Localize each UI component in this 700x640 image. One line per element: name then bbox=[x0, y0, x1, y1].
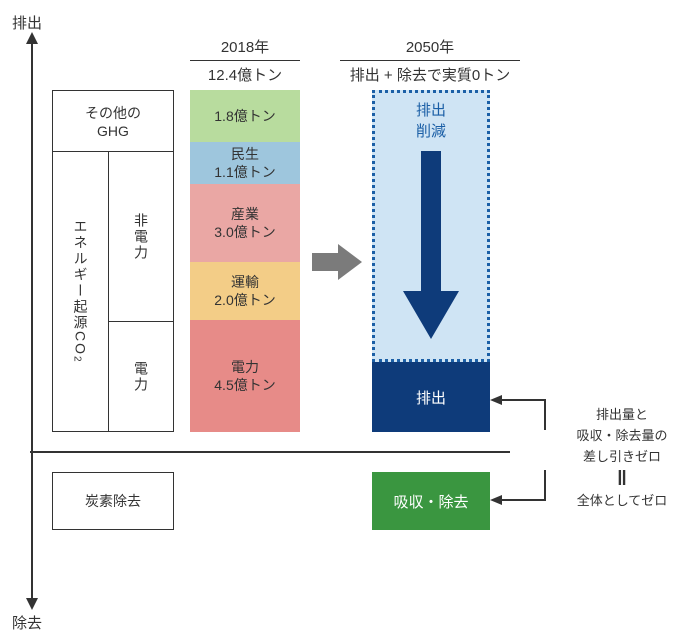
vertical-axis-icon bbox=[22, 32, 42, 610]
breakdown-segment: 電力 4.5億トン bbox=[190, 320, 300, 432]
reduction-label: 排出 削減 bbox=[375, 99, 487, 141]
note-line: 差し引きゼロ bbox=[552, 447, 692, 468]
header-2018: 2018年 12.4億トン bbox=[190, 36, 300, 85]
header-2050-total: 排出 + 除去で実質0トン bbox=[340, 60, 520, 85]
arrow-right-icon bbox=[312, 244, 362, 280]
note-line: 吸収・除去量の bbox=[552, 426, 692, 447]
axis-top-label: 排出 bbox=[12, 12, 42, 33]
header-2018-total: 12.4億トン bbox=[190, 60, 300, 85]
absorption-box: 吸収・除去 bbox=[372, 472, 490, 530]
down-arrow-icon bbox=[401, 151, 461, 341]
breakdown-segment: 民生 1.1億トン bbox=[190, 142, 300, 184]
breakdown-segment: 1.8億トン bbox=[190, 90, 300, 142]
note-line: 全体としてゼロ bbox=[552, 491, 692, 512]
categories-column: その他の GHGエネルギー起源CO2非電力電力 bbox=[52, 90, 174, 432]
emission-box: 排出 bbox=[372, 362, 490, 432]
non-electric-box: 非電力 bbox=[109, 152, 173, 322]
axis-bottom-label: 除去 bbox=[12, 612, 42, 633]
zero-note: 排出量と 吸収・除去量の 差し引きゼロ ‖ 全体としてゼロ bbox=[552, 405, 692, 512]
equals-icon: ‖ bbox=[552, 467, 692, 491]
header-2050-year: 2050年 bbox=[340, 36, 520, 57]
breakdown-segment: 産業 3.0億トン bbox=[190, 184, 300, 262]
energy-co2-label: エネルギー起源CO2 bbox=[53, 152, 109, 431]
carbon-removal-box: 炭素除去 bbox=[52, 472, 174, 530]
note-line: 排出量と bbox=[552, 405, 692, 426]
energy-co2-box: エネルギー起源CO2非電力電力 bbox=[52, 152, 174, 432]
header-2018-year: 2018年 bbox=[190, 36, 300, 57]
other-ghg-box: その他の GHG bbox=[52, 90, 174, 152]
breakdown-column: 1.8億トン民生 1.1億トン産業 3.0億トン運輸 2.0億トン電力 4.5億… bbox=[190, 90, 300, 432]
future-column: 排出 削減排出 bbox=[372, 90, 490, 432]
header-2050: 2050年 排出 + 除去で実質0トン bbox=[340, 36, 520, 85]
reduction-box: 排出 削減 bbox=[372, 90, 490, 362]
connector-arrows-icon bbox=[490, 395, 550, 510]
electric-box: 電力 bbox=[109, 322, 173, 431]
breakdown-segment: 運輸 2.0億トン bbox=[190, 262, 300, 320]
baseline-icon bbox=[30, 450, 510, 454]
